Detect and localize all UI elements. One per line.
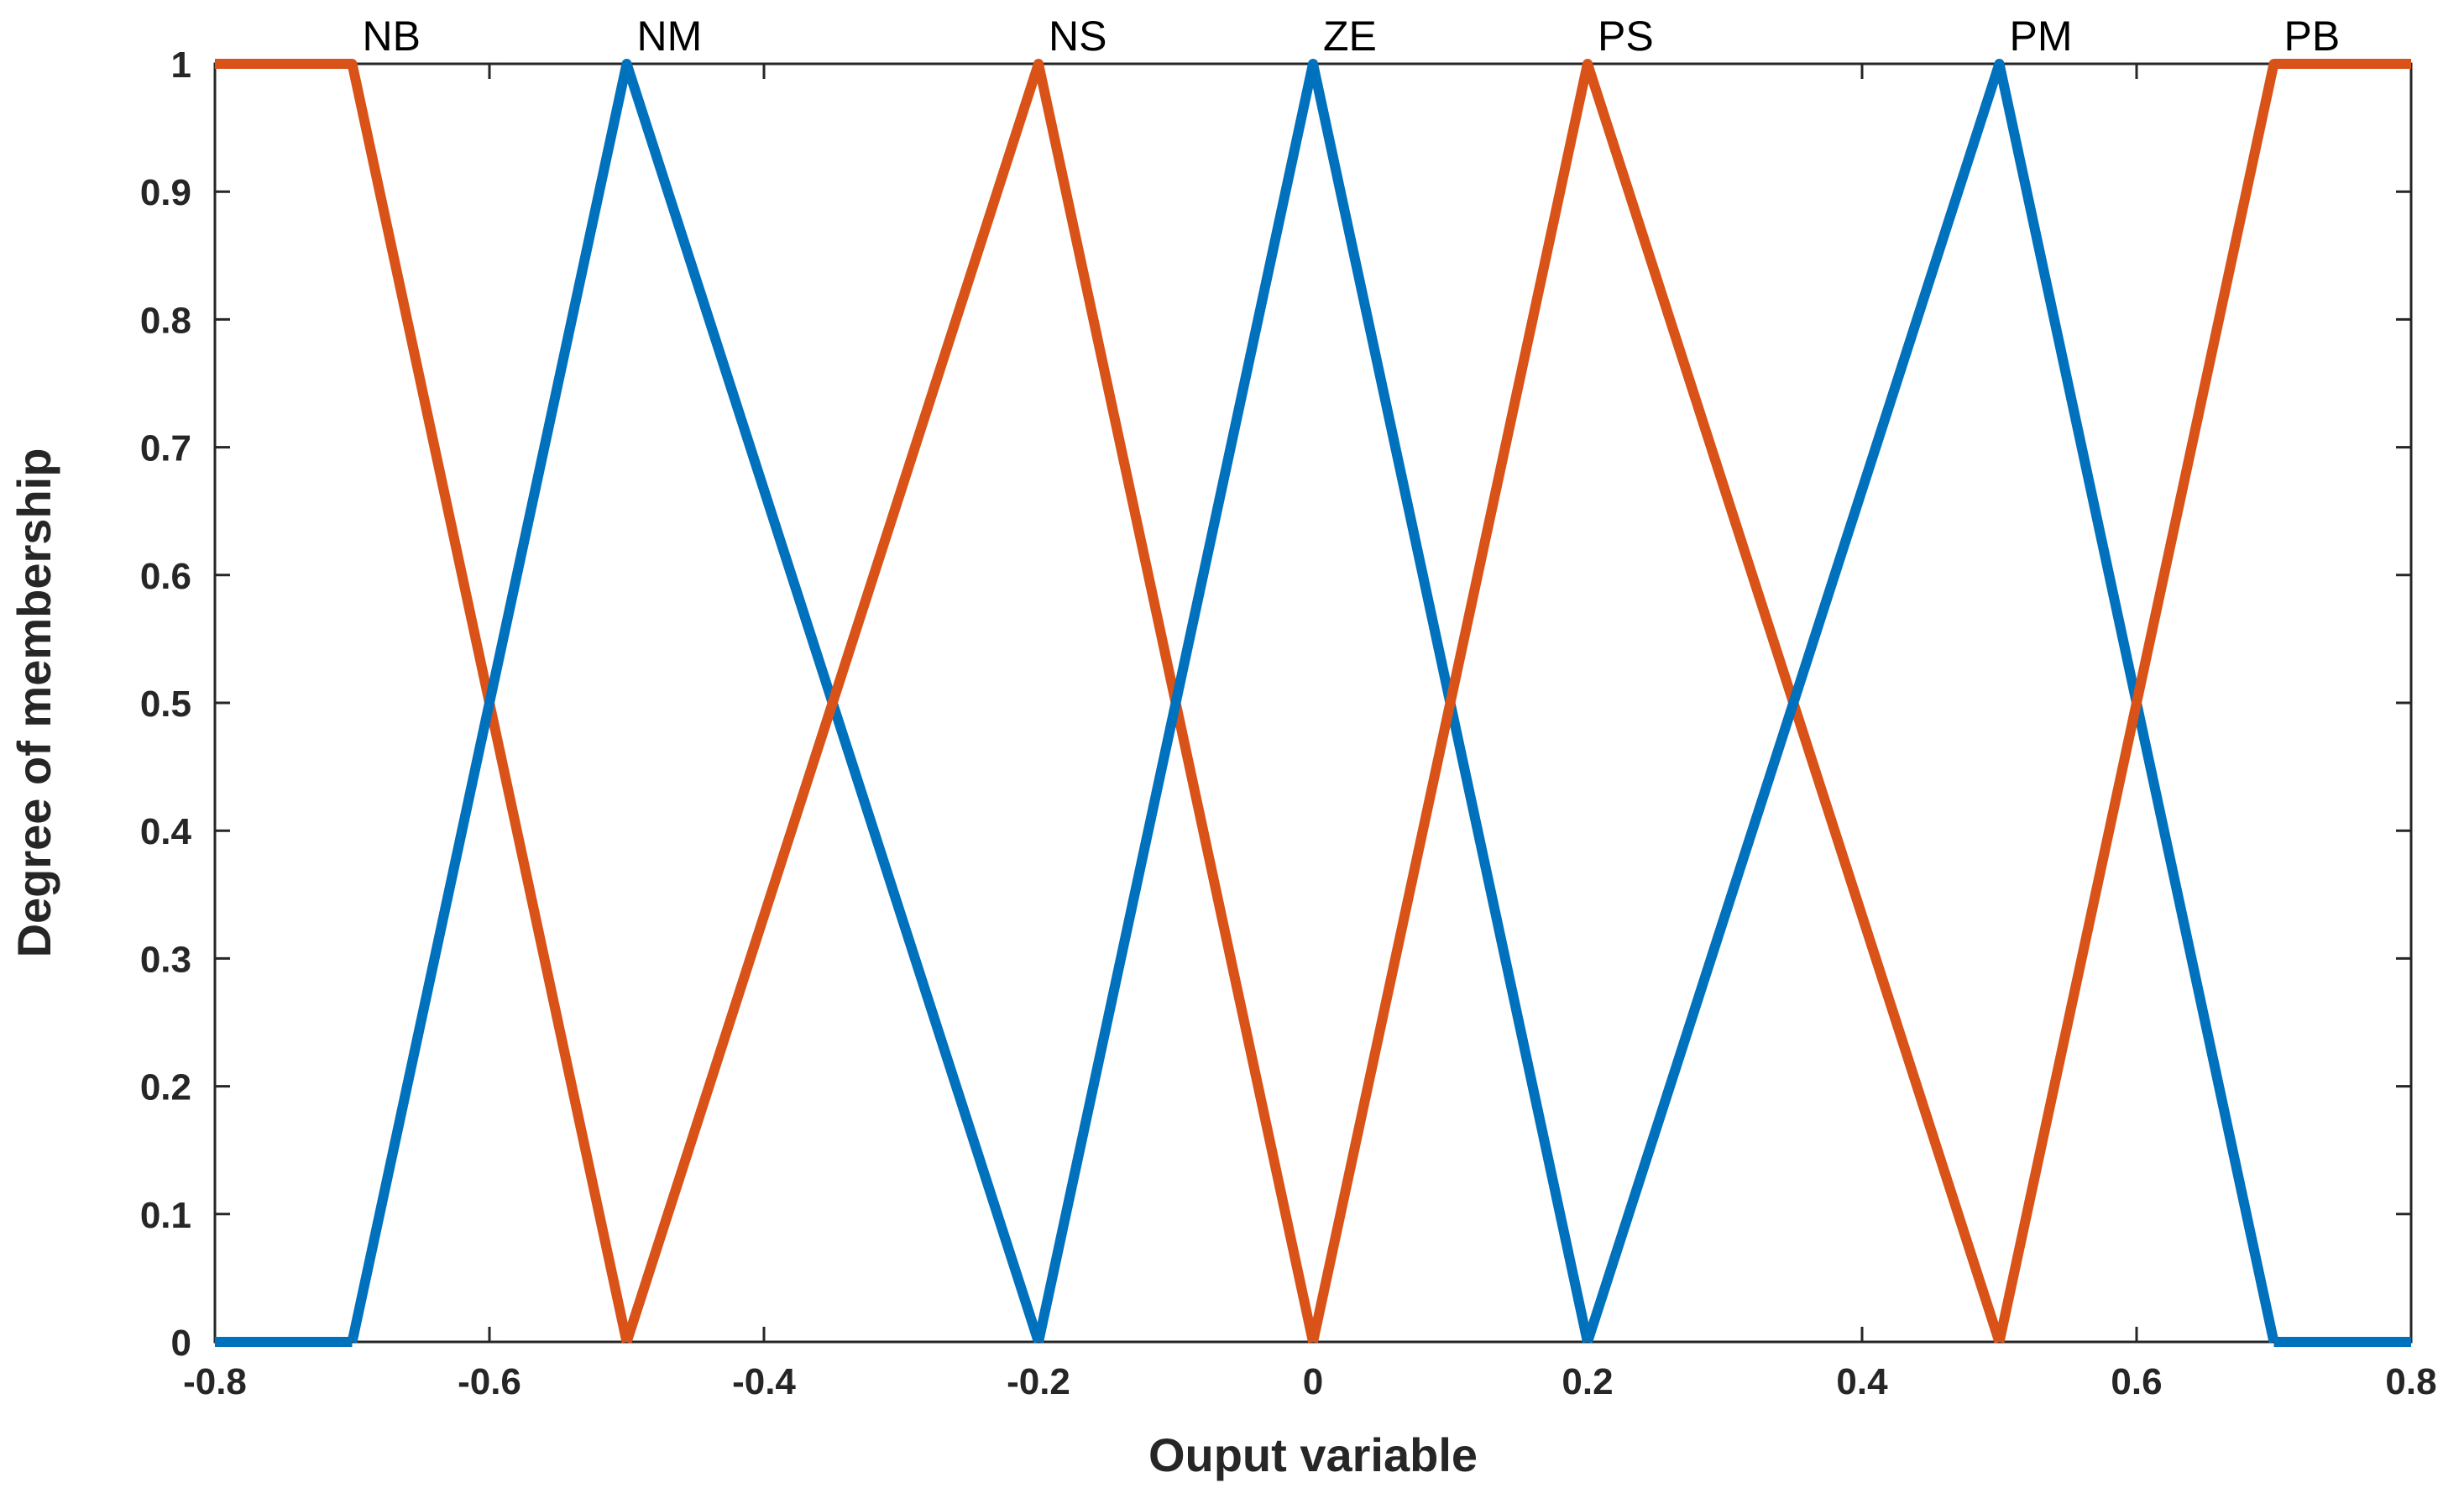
mf-label-nb: NB xyxy=(363,13,421,60)
tick-labels: -0.8 -0.6 -0.4 -0.2 0 0.2 0.4 0.6 0.8 0 0.1 0.2 0.3 0… xyxy=(140,45,2437,1402)
y-tick-label: 0.4 xyxy=(140,811,192,852)
series-layer xyxy=(215,59,2411,1347)
x-tick-label: 0.4 xyxy=(1836,1361,1888,1402)
y-tick-label: 0.3 xyxy=(140,939,191,980)
series-line-pb xyxy=(1994,59,2411,1344)
y-tick-label: 0.1 xyxy=(140,1195,191,1236)
series-line-ps xyxy=(1308,59,2005,1344)
y-tick-label: 0 xyxy=(171,1323,191,1364)
x-tick-label: -0.8 xyxy=(183,1361,247,1402)
x-tick-label: 0.6 xyxy=(2111,1361,2162,1402)
mf-label-nm: NM xyxy=(637,13,703,60)
y-tick-label: 0.5 xyxy=(140,684,191,725)
y-tick-label: 0.2 xyxy=(140,1067,191,1108)
membership-labels: NB NM NS ZE PS PM PB xyxy=(363,13,2341,60)
x-tick-label: 0 xyxy=(1303,1361,1323,1402)
series-line-ns xyxy=(621,59,1318,1344)
series-line-nm xyxy=(347,59,1044,1344)
x-tick-label: -0.2 xyxy=(1007,1361,1070,1402)
mf-label-ze: ZE xyxy=(1323,13,1377,60)
series-line-pm xyxy=(1583,59,2279,1344)
series-line-nb xyxy=(215,59,632,1344)
x-tick-label: -0.4 xyxy=(732,1361,796,1402)
y-tick-label: 0.8 xyxy=(140,300,191,341)
mf-label-pb: PB xyxy=(2284,13,2341,60)
mf-label-ps: PS xyxy=(1598,13,1654,60)
x-tick-label: -0.6 xyxy=(458,1361,521,1402)
mf-label-pm: PM xyxy=(2010,13,2073,60)
mf-label-ns: NS xyxy=(1049,13,1106,60)
x-axis-label: Ouput variable xyxy=(1148,1428,1478,1481)
series-line-ze xyxy=(1033,59,1593,1344)
y-tick-label: 0.7 xyxy=(140,428,191,469)
y-tick-label: 1 xyxy=(171,45,191,86)
y-tick-label: 0.9 xyxy=(140,172,191,213)
x-tick-label: 0.8 xyxy=(2385,1361,2436,1402)
y-tick-label: 0.6 xyxy=(140,556,191,597)
y-axis-label: Degree of membership xyxy=(8,448,60,958)
x-tick-label: 0.2 xyxy=(1562,1361,1613,1402)
